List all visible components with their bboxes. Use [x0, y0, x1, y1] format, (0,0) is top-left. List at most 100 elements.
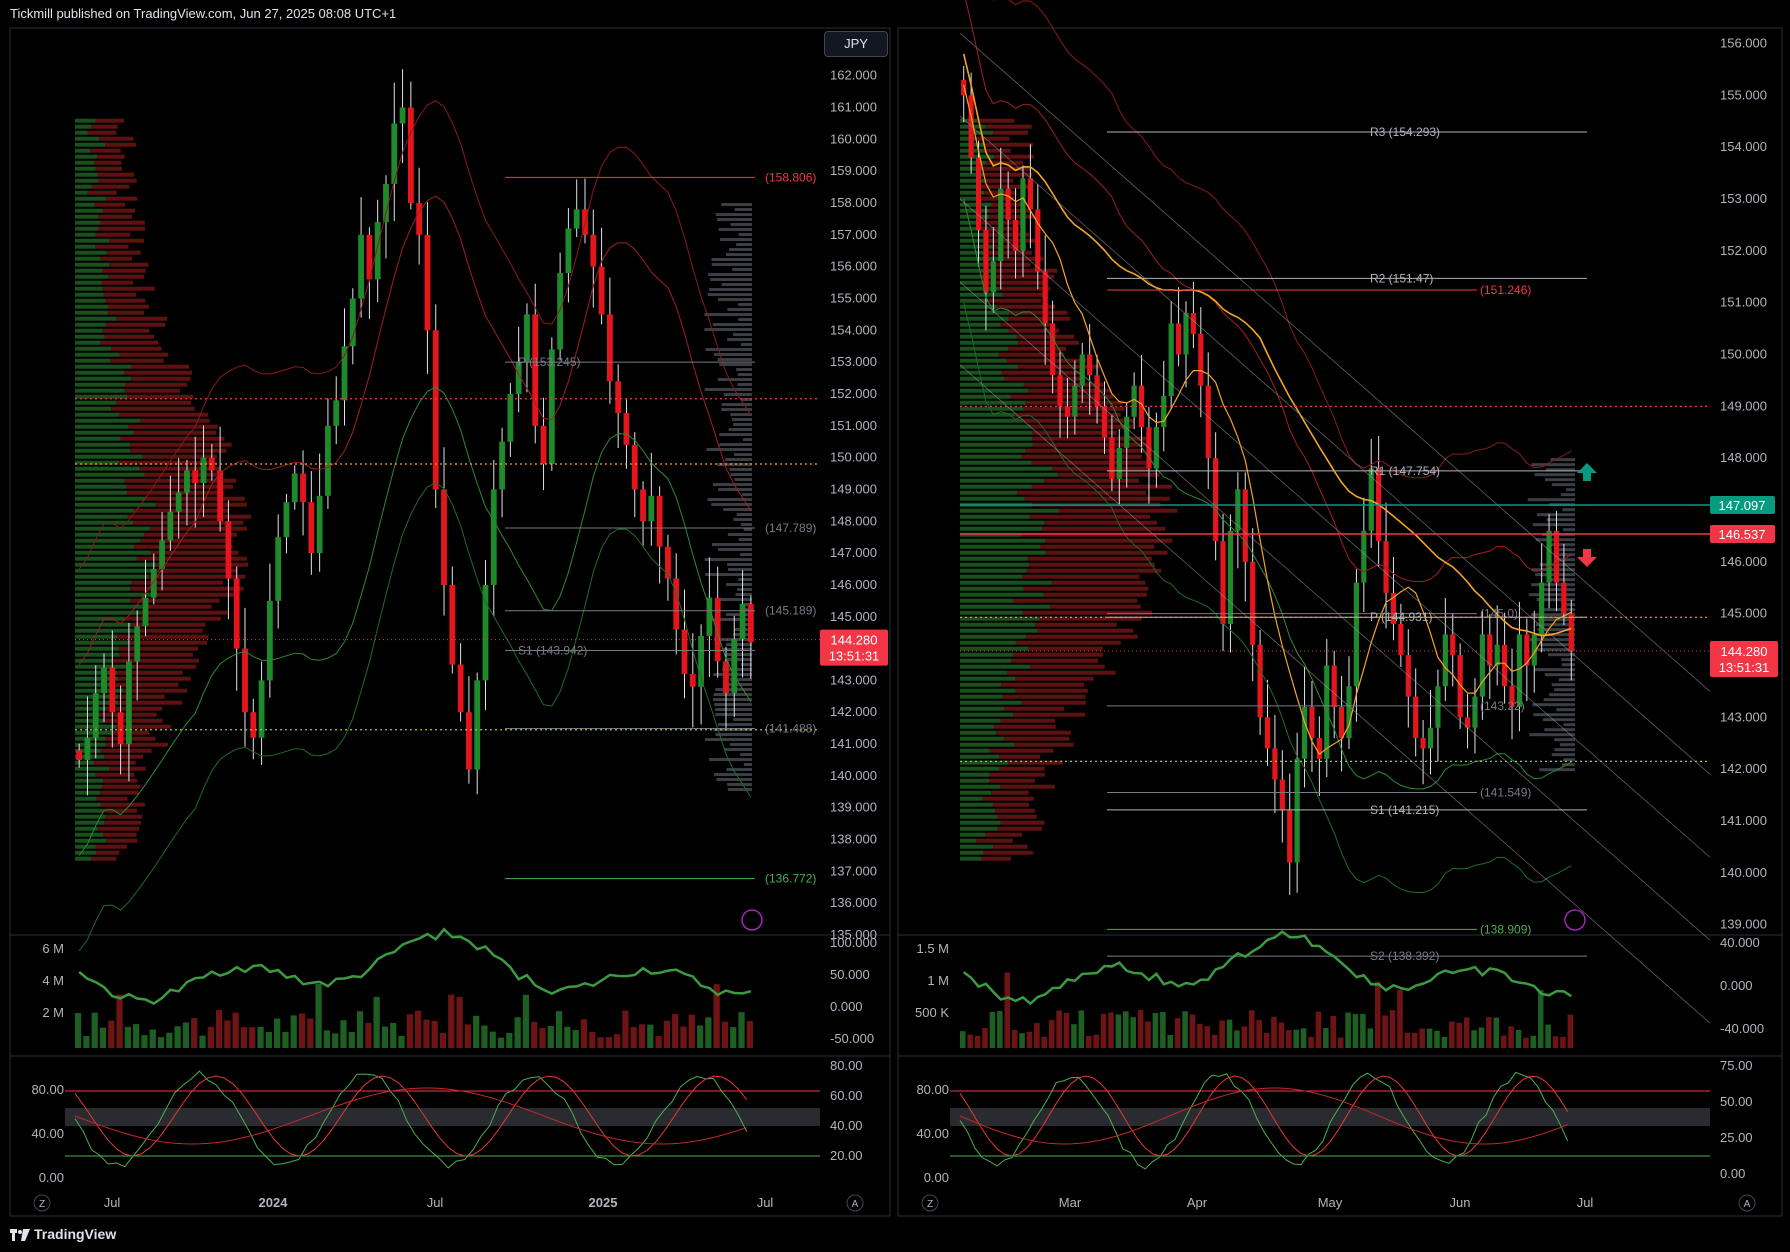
- tradingview-brand[interactable]: TradingView: [10, 1226, 116, 1242]
- candle: [631, 444, 638, 490]
- price-profile-bar: [738, 233, 752, 237]
- price-profile-bar: [723, 648, 752, 652]
- volume-bar: [514, 1017, 521, 1048]
- volume-profile-bar: [140, 538, 232, 543]
- auto-scale-button[interactable]: [846, 1194, 864, 1212]
- candle: [1235, 489, 1241, 531]
- candle: [109, 667, 116, 713]
- y-tick-label: 139.000: [1720, 917, 1767, 932]
- volume-profile-bar: [75, 238, 110, 243]
- volume-profile-bar: [1022, 418, 1134, 423]
- price-profile-bar: [1544, 478, 1575, 482]
- candle: [665, 546, 671, 579]
- stoch-k-line: [74, 1070, 748, 1169]
- volume-profile-bar: [960, 364, 1019, 369]
- stoch-right-axis-label: 40.00: [830, 1118, 863, 1133]
- candle: [333, 400, 340, 426]
- stoch-left-axis-label: 40.00: [916, 1126, 949, 1141]
- volume-bar: [232, 1012, 239, 1048]
- candle: [1509, 686, 1515, 707]
- volume-bar: [522, 994, 530, 1048]
- volume-profile-bar: [124, 478, 237, 483]
- volume-profile-bar: [75, 856, 92, 861]
- volume-bar: [680, 1026, 687, 1048]
- volume-bar: [982, 1027, 988, 1048]
- price-profile-bar: [723, 683, 752, 687]
- volume-bar: [1552, 1036, 1559, 1048]
- volume-profile-bar: [1008, 316, 1071, 321]
- candle: [706, 597, 713, 636]
- volume-bar: [473, 1015, 480, 1048]
- volume-profile-bar: [960, 298, 988, 303]
- volume-profile-bar: [960, 304, 997, 309]
- channel-line: [959, 198, 1711, 858]
- volume-bar: [91, 1012, 98, 1048]
- level-label: P (153.245): [518, 355, 581, 369]
- price-profile-bar: [729, 248, 752, 252]
- volume-profile-bar: [998, 286, 1051, 291]
- volume-profile-bar: [1008, 760, 1064, 765]
- volume-profile-bar: [1014, 742, 1074, 747]
- candle: [316, 495, 323, 554]
- volume-profile-bar: [960, 784, 1001, 789]
- volume-profile-bar: [976, 838, 1013, 843]
- candle: [573, 209, 580, 229]
- candle: [1339, 706, 1345, 739]
- symbol-button[interactable]: JPY: [824, 31, 888, 57]
- x-tick-label: 2024: [259, 1195, 289, 1210]
- volume-profile-bar: [75, 514, 128, 519]
- volume-profile-bar: [75, 160, 94, 165]
- volume-profile-bar: [1006, 358, 1087, 363]
- volume-profile-bar: [116, 400, 191, 405]
- y-tick-label: 149.000: [1720, 398, 1767, 413]
- volume-profile-bar: [960, 730, 997, 735]
- volume-profile-bar: [960, 820, 1001, 825]
- volume-bar: [1108, 1012, 1114, 1048]
- volume-bar: [589, 1031, 596, 1048]
- volume-profile-bar: [1013, 598, 1138, 603]
- channel-line: [959, 115, 1711, 775]
- y-tick-label: 142.000: [1720, 761, 1767, 776]
- volume-profile-bar: [75, 478, 125, 483]
- volume-profile-bar: [1011, 658, 1099, 663]
- volume-bar: [1167, 1035, 1174, 1048]
- volume-profile-bar: [75, 532, 145, 537]
- upper-band-line: [78, 100, 752, 570]
- volume-bar: [713, 984, 720, 1048]
- candle: [1561, 582, 1567, 614]
- volume-profile-bar: [960, 592, 1044, 597]
- volume-bar: [705, 1017, 712, 1048]
- candle: [341, 346, 348, 401]
- zoom-button[interactable]: [33, 1194, 51, 1212]
- volume-profile-bar: [989, 274, 1055, 279]
- candle: [391, 123, 398, 184]
- y-tick-label: 135.000: [830, 927, 877, 942]
- volume-profile-bar: [1043, 592, 1147, 597]
- stoch-left-axis-label: 80.00: [916, 1082, 949, 1097]
- price-profile-bar: [1532, 703, 1575, 707]
- candle: [1131, 385, 1137, 417]
- volume-profile-bar: [960, 316, 1009, 321]
- volume-bar: [1041, 1036, 1048, 1048]
- volume-profile-bar: [75, 688, 124, 693]
- candle: [308, 502, 315, 554]
- y-tick-label: 139.000: [830, 800, 877, 815]
- price-profile-bar: [712, 698, 752, 702]
- candle: [548, 349, 555, 464]
- volume-profile-bar: [991, 268, 1058, 273]
- volume-axis-label: 1.5 M: [916, 941, 949, 956]
- volume-profile-bar: [75, 676, 119, 681]
- volume-profile-bar: [75, 472, 145, 477]
- volume-profile-bar: [105, 322, 166, 327]
- volume-profile-bar: [987, 250, 1032, 255]
- zoom-button[interactable]: [921, 1194, 939, 1212]
- volume-bar: [1523, 1037, 1529, 1048]
- volume-bar: [1271, 1016, 1277, 1048]
- volume-profile-bar: [989, 778, 1036, 783]
- volume-profile-bar: [105, 196, 138, 201]
- volume-profile-bar: [123, 688, 188, 693]
- candle: [84, 737, 91, 760]
- volume-profile-bar: [96, 850, 120, 855]
- auto-scale-button[interactable]: [1738, 1194, 1756, 1212]
